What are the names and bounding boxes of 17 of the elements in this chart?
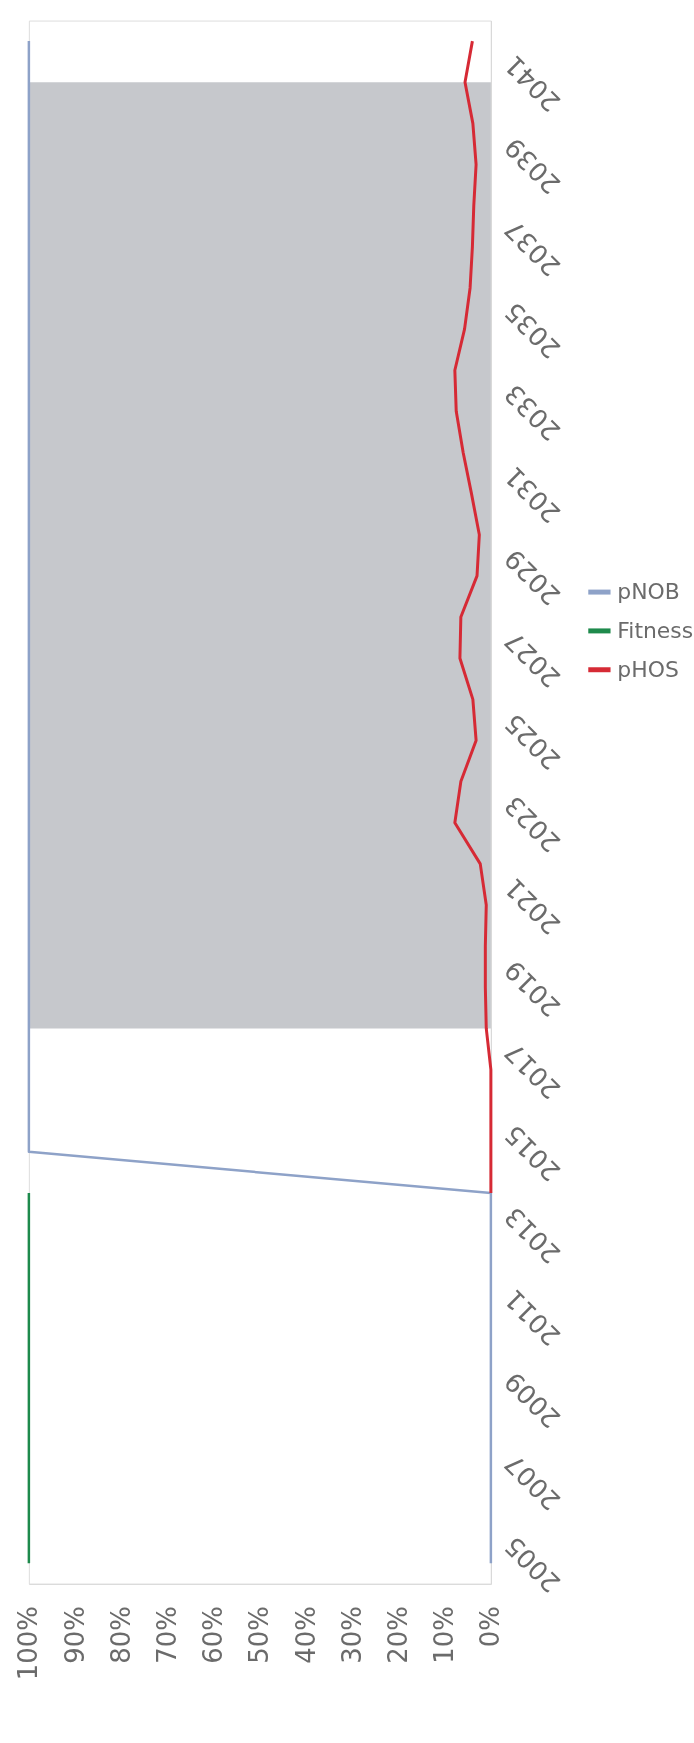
x-tick-label: 100% (13, 1606, 44, 1681)
x-tick-label: 70% (151, 1606, 182, 1664)
x-tick-label: 60% (198, 1606, 229, 1664)
x-tick-label: 10% (429, 1606, 460, 1664)
line-series (453, 39, 493, 1195)
line-series (27, 39, 493, 1565)
x-tick-label: 50% (244, 1606, 275, 1664)
line-series (27, 1191, 31, 1565)
x-tick-label: 80% (105, 1606, 136, 1664)
x-tick-label: 40% (290, 1606, 321, 1664)
legend-label: pHOS (617, 656, 679, 682)
legend-label: Fitness (617, 617, 694, 643)
legend-label: pNOB (617, 579, 680, 605)
x-tick-label: 30% (336, 1606, 367, 1664)
x-tick-label: 20% (382, 1606, 413, 1664)
x-tick-label: 0% (475, 1606, 506, 1648)
x-tick-label: 90% (59, 1606, 90, 1664)
